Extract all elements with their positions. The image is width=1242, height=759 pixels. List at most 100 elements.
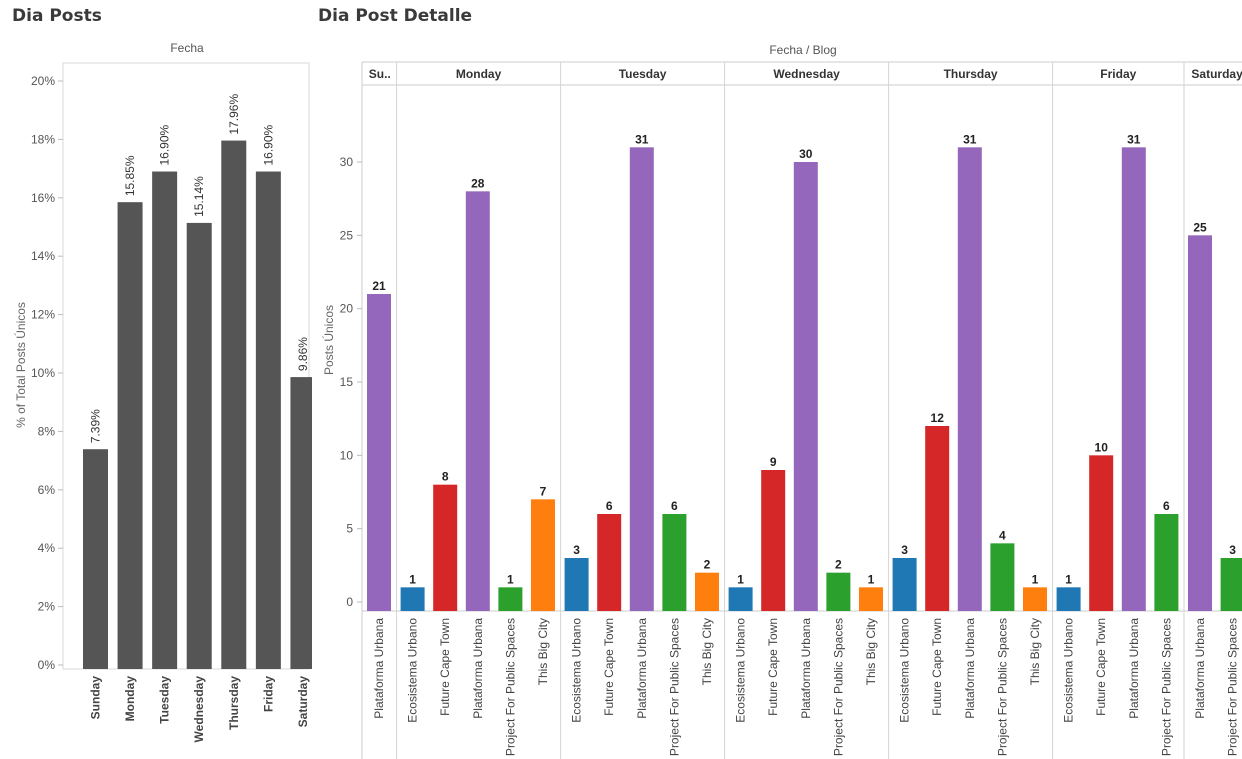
dia-posts-chart: Fecha % of Total Posts Únicos 0% 2% 4% 6% 8%…: [13, 41, 312, 743]
bar-thursday-this-big-city[interactable]: [1023, 587, 1047, 611]
blog-tick-label-tuesday-ecosistema-urbano: Ecosistema Urbano: [570, 618, 584, 723]
blog-tick-label-thursday-future-cape-town: Future Cape Town: [930, 618, 944, 716]
data-label-monday: 15.85%: [123, 155, 137, 196]
blog-tick-label-wednesday-ecosistema-urbano: Ecosistema Urbano: [734, 618, 748, 723]
x-tick-label-monday: Monday: [123, 676, 137, 722]
left-y-tick-label: 8%: [38, 424, 56, 438]
day-header-thursday: Thursday: [944, 67, 998, 81]
left-y-tick-label: 14%: [31, 249, 55, 263]
blog-tick-label-monday-ecosistema-urbano: Ecosistema Urbano: [406, 618, 420, 723]
right-y-tick-label: 10: [340, 448, 354, 462]
bar-su-plataforma-urbana[interactable]: [367, 294, 391, 611]
blog-tick-label-monday-future-cape-town: Future Cape Town: [438, 618, 452, 716]
value-label-friday-project-for-public-spaces: 6: [1163, 499, 1170, 513]
bar-monday-ecosistema-urbano[interactable]: [400, 587, 425, 611]
x-tick-label-wednesday: Wednesday: [192, 676, 206, 743]
bar-monday-project-for-public-spaces[interactable]: [498, 587, 523, 611]
bar-friday-project-for-public-spaces[interactable]: [1154, 514, 1179, 611]
left-y-tick-label: 10%: [31, 366, 55, 380]
right-y-tick-label: 25: [340, 228, 354, 242]
value-label-wednesday-project-for-public-spaces: 2: [835, 558, 842, 572]
bar-tuesday-ecosistema-urbano[interactable]: [564, 558, 589, 611]
left-y-tick-label: 20%: [31, 74, 55, 88]
left-y-tick-label: 18%: [31, 132, 55, 146]
bar-saturday-project-for-public-spaces[interactable]: [1220, 558, 1242, 611]
value-label-thursday-plataforma-urbana: 31: [963, 132, 977, 146]
bar-monday-future-cape-town[interactable]: [433, 484, 458, 611]
bar-wednesday-future-cape-town[interactable]: [761, 470, 786, 611]
bar-monday-this-big-city[interactable]: [531, 499, 555, 611]
blog-tick-label-su-plataforma-urbana: Plataforma Urbana: [372, 618, 386, 719]
bar-friday[interactable]: [255, 171, 281, 669]
blog-tick-label-friday-plataforma-urbana: Plataforma Urbana: [1127, 618, 1141, 719]
blog-tick-label-monday-this-big-city: This Big City: [536, 618, 550, 685]
bar-wednesday-ecosistema-urbano[interactable]: [728, 587, 753, 611]
bar-wednesday[interactable]: [186, 222, 212, 670]
bar-tuesday-project-for-public-spaces[interactable]: [662, 514, 687, 611]
bar-saturday[interactable]: [290, 377, 312, 669]
left-y-axis-label: % of Total Posts Únicos: [13, 302, 28, 428]
day-header-wednesday: Wednesday: [773, 67, 840, 81]
value-label-monday-future-cape-town: 8: [442, 470, 449, 484]
bar-wednesday-plataforma-urbana[interactable]: [793, 162, 818, 611]
value-label-friday-future-cape-town: 10: [1095, 440, 1109, 454]
value-label-saturday-project-for-public-spaces: 3: [1229, 543, 1236, 557]
value-label-thursday-future-cape-town: 12: [931, 411, 945, 425]
data-label-thursday: 17.96%: [227, 94, 241, 135]
data-label-saturday: 9.86%: [296, 337, 310, 371]
bar-monday-plataforma-urbana[interactable]: [465, 191, 490, 612]
bar-monday[interactable]: [117, 202, 143, 669]
bar-friday-plataforma-urbana[interactable]: [1121, 147, 1146, 612]
value-label-wednesday-ecosistema-urbano: 1: [737, 572, 744, 586]
value-label-su-plataforma-urbana: 21: [372, 279, 386, 293]
value-label-wednesday-future-cape-town: 9: [770, 455, 777, 469]
bar-saturday-plataforma-urbana[interactable]: [1188, 235, 1212, 612]
value-label-tuesday-ecosistema-urbano: 3: [573, 543, 580, 557]
value-label-wednesday-plataforma-urbana: 30: [799, 147, 813, 161]
blog-tick-label-tuesday-project-for-public-spaces: Project For Public Spaces: [667, 618, 681, 756]
bar-friday-future-cape-town[interactable]: [1089, 455, 1114, 611]
blog-tick-label-thursday-plataforma-urbana: Plataforma Urbana: [963, 618, 977, 719]
value-label-tuesday-project-for-public-spaces: 6: [671, 499, 678, 513]
left-y-tick-label: 0%: [38, 658, 56, 672]
bar-sunday[interactable]: [83, 449, 108, 669]
value-label-monday-project-for-public-spaces: 1: [507, 572, 514, 586]
bar-thursday[interactable]: [221, 140, 247, 669]
day-header-su: Su..: [369, 67, 391, 81]
bar-tuesday-plataforma-urbana[interactable]: [629, 147, 654, 612]
bar-tuesday-future-cape-town[interactable]: [597, 514, 622, 611]
right-y-tick-label: 15: [340, 375, 354, 389]
bar-wednesday-this-big-city[interactable]: [859, 587, 883, 611]
value-label-saturday-plataforma-urbana: 25: [1193, 220, 1207, 234]
value-label-tuesday-future-cape-town: 6: [606, 499, 613, 513]
bar-thursday-ecosistema-urbano[interactable]: [892, 558, 917, 611]
x-tick-label-thursday: Thursday: [227, 676, 241, 730]
left-y-tick-label: 12%: [31, 308, 55, 322]
blog-tick-label-thursday-ecosistema-urbano: Ecosistema Urbano: [898, 618, 912, 723]
bar-thursday-project-for-public-spaces[interactable]: [990, 543, 1015, 611]
day-header-friday: Friday: [1100, 67, 1136, 81]
right-y-tick-label: 0: [346, 595, 353, 609]
blog-tick-label-wednesday-plataforma-urbana: Plataforma Urbana: [799, 618, 813, 719]
bar-thursday-plataforma-urbana[interactable]: [957, 147, 982, 612]
left-y-tick-label: 6%: [38, 483, 56, 497]
bar-friday-ecosistema-urbano[interactable]: [1056, 587, 1081, 611]
day-header-saturday: Saturday: [1191, 67, 1242, 81]
data-label-friday: 16.90%: [261, 124, 275, 165]
left-column-header: Fecha: [170, 41, 204, 55]
bar-tuesday[interactable]: [152, 171, 178, 669]
left-chart-title: Dia Posts: [12, 6, 102, 26]
blog-tick-label-tuesday-this-big-city: This Big City: [700, 618, 714, 685]
bar-thursday-future-cape-town[interactable]: [925, 426, 950, 611]
bar-wednesday-project-for-public-spaces[interactable]: [826, 572, 851, 611]
value-label-thursday-project-for-public-spaces: 4: [999, 528, 1006, 542]
x-tick-label-saturday: Saturday: [296, 676, 310, 728]
blog-tick-label-saturday-plataforma-urbana: Plataforma Urbana: [1193, 618, 1207, 719]
right-y-tick-label: 20: [340, 302, 354, 316]
value-label-thursday-ecosistema-urbano: 3: [901, 543, 908, 557]
value-label-thursday-this-big-city: 1: [1032, 572, 1039, 586]
blog-tick-label-thursday-this-big-city: This Big City: [1028, 618, 1042, 685]
blog-tick-label-friday-future-cape-town: Future Cape Town: [1094, 618, 1108, 716]
day-header-monday: Monday: [456, 67, 502, 81]
bar-tuesday-this-big-city[interactable]: [695, 572, 719, 611]
